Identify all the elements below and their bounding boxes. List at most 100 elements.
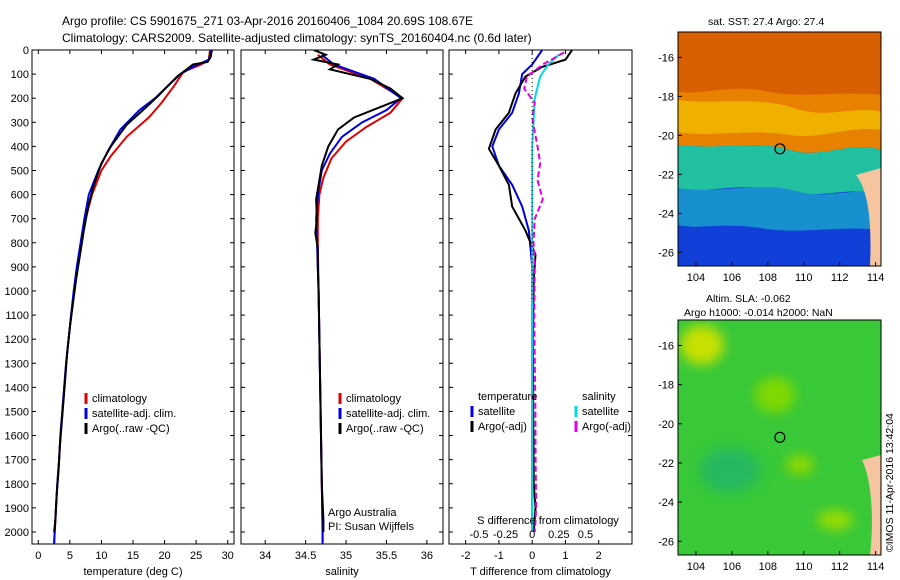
y-tick-label: 1400 bbox=[5, 382, 29, 394]
sla-blob-a bbox=[755, 377, 795, 413]
x-tick-label: 30 bbox=[222, 550, 234, 562]
series-line-0 bbox=[491, 50, 544, 532]
legend-label: satellite-adj. clim. bbox=[346, 408, 430, 420]
map-x-tick-label: 106 bbox=[723, 561, 741, 573]
x-tick-label: 34 bbox=[259, 550, 271, 562]
sla-blob-d bbox=[786, 455, 814, 475]
sst-hot-band bbox=[678, 32, 881, 95]
y-tick-label: 1500 bbox=[5, 406, 29, 418]
map-y-tick-label: -18 bbox=[658, 91, 674, 103]
map-x-tick-label: 110 bbox=[795, 272, 813, 284]
map-y-tick-label: -24 bbox=[658, 208, 674, 220]
imos-credit: ©IMOS 11-Apr-2016 13:42:04 bbox=[884, 413, 896, 552]
legend-label: Argo(-adj) bbox=[582, 421, 631, 433]
sst-map-frame bbox=[677, 31, 882, 267]
map-x-tick-label: 106 bbox=[723, 272, 741, 284]
legend-label: climatology bbox=[92, 393, 148, 405]
y-tick-label: 900 bbox=[11, 262, 29, 274]
y-tick-label: 1700 bbox=[5, 455, 29, 467]
x-tick-label: 25 bbox=[190, 550, 202, 562]
x-tick-label: 1 bbox=[562, 550, 568, 562]
y-tick-label: 500 bbox=[11, 165, 29, 177]
map-y-tick-label: -20 bbox=[658, 130, 674, 142]
difference-panel: -2 -1 0 1 2 T difference from climatology -0.5… bbox=[448, 49, 633, 578]
map-x-tick-label: 112 bbox=[831, 561, 849, 573]
x-tick-label: 10 bbox=[95, 550, 107, 562]
map-y-tick-label: -26 bbox=[658, 536, 674, 548]
difference-profile-series-group bbox=[487, 50, 573, 533]
legend-label: Argo(-adj) bbox=[478, 421, 527, 433]
map-x-tick-label: 108 bbox=[759, 272, 777, 284]
y-tick-label: 2000 bbox=[5, 527, 29, 539]
y-tick-label: 600 bbox=[11, 190, 29, 202]
y-tick-label: 1600 bbox=[5, 431, 29, 443]
s-tick-label: 0.5 bbox=[578, 529, 593, 541]
map-x-tick-label: 114 bbox=[867, 561, 885, 573]
difference-profile-xlabel: T difference from climatology bbox=[470, 566, 611, 578]
panel-note: PI: Susan Wijffels bbox=[328, 521, 414, 533]
y-tick-label: 1000 bbox=[5, 286, 29, 298]
salinity-profile-series-group bbox=[310, 50, 405, 544]
figure-title-line1: Argo profile: CS 5901675_271 03-Apr-2016… bbox=[62, 14, 473, 28]
x-tick-label: 34.5 bbox=[295, 550, 316, 562]
y-tick-label: 400 bbox=[11, 141, 29, 153]
x-tick-label: 35.5 bbox=[376, 550, 397, 562]
salinity-profile-xlabel: salinity bbox=[325, 566, 359, 578]
sst-coast bbox=[856, 168, 881, 266]
sst-map-title: sat. SST: 27.4 Argo: 27.4 bbox=[708, 16, 824, 28]
sla-map-panel: 104 106 108 110 112 114 -16 -18 -20 -22 -24 -26 bbox=[658, 319, 885, 573]
sla-coast bbox=[862, 455, 881, 555]
legend-label: temperature bbox=[478, 391, 537, 403]
sst-mid-band bbox=[678, 187, 881, 231]
y-tick-label: 700 bbox=[11, 214, 29, 226]
salinity-panel: 34 34.5 35 35.5 36 salinity climatology satelli… bbox=[240, 49, 444, 578]
map-y-tick-label: -16 bbox=[658, 52, 674, 64]
sst-map-panel: 104 106 108 110 112 114 -16 -18 -20 -22 -24 -26 bbox=[658, 31, 885, 284]
s-tick-label: 0 bbox=[529, 529, 535, 541]
y-tick-label: 200 bbox=[11, 93, 29, 105]
sla-high-blob bbox=[680, 325, 724, 365]
x-tick-label: 35 bbox=[340, 550, 352, 562]
series-line-3 bbox=[523, 51, 565, 533]
sst-yellow-band bbox=[678, 100, 881, 137]
x-tick-label: 0 bbox=[35, 550, 41, 562]
map-y-tick-label: -24 bbox=[658, 497, 674, 509]
x-tick-label: 0 bbox=[529, 550, 535, 562]
temperature-panel: 0100200300400500600700800900100011001200… bbox=[5, 45, 235, 578]
series-line-2 bbox=[53, 50, 213, 533]
map-y-tick-label: -20 bbox=[658, 419, 674, 431]
legend-label: satellite-adj. clim. bbox=[92, 408, 176, 420]
x-tick-label: -1 bbox=[494, 550, 504, 562]
map-x-tick-label: 114 bbox=[867, 272, 885, 284]
sla-map-frame bbox=[677, 319, 882, 556]
s-axis-label: S difference from climatology bbox=[477, 515, 619, 527]
x-tick-label: 20 bbox=[158, 550, 170, 562]
y-tick-label: 100 bbox=[11, 69, 29, 81]
y-tick-label: 1200 bbox=[5, 334, 29, 346]
map-y-tick-label: -16 bbox=[658, 340, 674, 352]
difference-profile-frame bbox=[448, 49, 633, 545]
argo-position-marker bbox=[774, 431, 786, 443]
series-line-2 bbox=[310, 50, 405, 532]
x-tick-label: 15 bbox=[127, 550, 139, 562]
map-x-tick-label: 104 bbox=[687, 561, 705, 573]
y-tick-label: 1900 bbox=[5, 503, 29, 515]
legend-label: climatology bbox=[346, 393, 402, 405]
y-tick-label: 1800 bbox=[5, 479, 29, 491]
temperature-profile-xlabel: temperature (deg C) bbox=[83, 566, 182, 578]
sst-green-band bbox=[678, 145, 881, 195]
legend-label: satellite bbox=[478, 406, 515, 418]
sla-map-title-line1: Altim. SLA: -0.062 bbox=[706, 293, 791, 305]
legend-label: salinity bbox=[582, 391, 616, 403]
map-y-tick-label: -22 bbox=[658, 169, 674, 181]
legend-label: satellite bbox=[582, 406, 619, 418]
map-x-tick-label: 104 bbox=[687, 272, 705, 284]
y-tick-label: 1100 bbox=[5, 310, 29, 322]
legend-label: Argo(..raw -QC) bbox=[92, 423, 170, 435]
legend-label: Argo(..raw -QC) bbox=[346, 423, 424, 435]
map-y-tick-label: -26 bbox=[658, 247, 674, 259]
s-tick-label: 0.25 bbox=[548, 529, 569, 541]
sla-blob-b bbox=[817, 510, 853, 530]
temperature-profile-frame bbox=[31, 49, 235, 545]
